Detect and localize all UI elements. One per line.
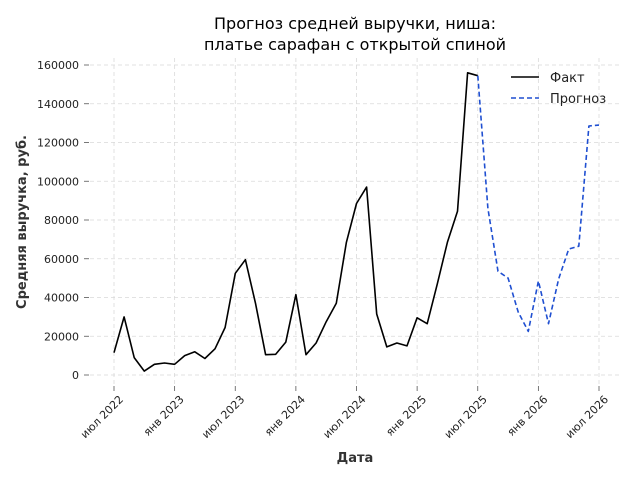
x-tick-label: янв 2025 bbox=[383, 393, 429, 439]
y-tick-label: 0 bbox=[72, 369, 79, 382]
series-layer bbox=[113, 72, 600, 372]
x-tick-label: янв 2024 bbox=[262, 393, 308, 439]
series-line-forecast bbox=[477, 75, 600, 333]
y-tick-label: 160000 bbox=[37, 59, 79, 72]
y-tick-label: 120000 bbox=[37, 137, 79, 150]
x-axis-label: Дата bbox=[337, 451, 374, 466]
y-axis: 0 20000 40000 60000 80000 100000 120000 140000 1… bbox=[37, 59, 89, 382]
x-tick-label: июл 2025 bbox=[442, 393, 490, 441]
x-tick-label: янв 2023 bbox=[141, 393, 187, 439]
x-tick-label: янв 2026 bbox=[505, 393, 551, 439]
y-tick-label: 80000 bbox=[44, 214, 79, 227]
legend: Факт Прогноз bbox=[511, 71, 606, 107]
y-tick-label: 60000 bbox=[44, 253, 79, 266]
x-axis: июл 2022 янв 2023 июл 2023 янв 2024 июл 2024… bbox=[78, 386, 611, 441]
x-tick-label: июл 2026 bbox=[563, 393, 611, 441]
y-tick-label: 40000 bbox=[44, 292, 79, 305]
chart-title-line-1: Прогноз средней выручки, ниша: bbox=[214, 14, 496, 33]
grid bbox=[90, 58, 620, 385]
series-line-fact bbox=[113, 72, 479, 372]
y-tick-label: 100000 bbox=[37, 175, 79, 188]
x-tick-label: июл 2023 bbox=[199, 393, 247, 441]
x-tick-label: июл 2022 bbox=[78, 393, 126, 441]
legend-label-fact: Факт bbox=[550, 71, 585, 86]
y-tick-label: 140000 bbox=[37, 98, 79, 111]
y-tick-label: 20000 bbox=[44, 330, 79, 343]
y-axis-label: Средняя выручка, руб. bbox=[15, 135, 30, 309]
chart-title-line-2: платье сарафан с открытой спиной bbox=[204, 35, 506, 54]
x-tick-label: июл 2024 bbox=[321, 393, 369, 441]
legend-label-forecast: Прогноз bbox=[550, 92, 606, 107]
